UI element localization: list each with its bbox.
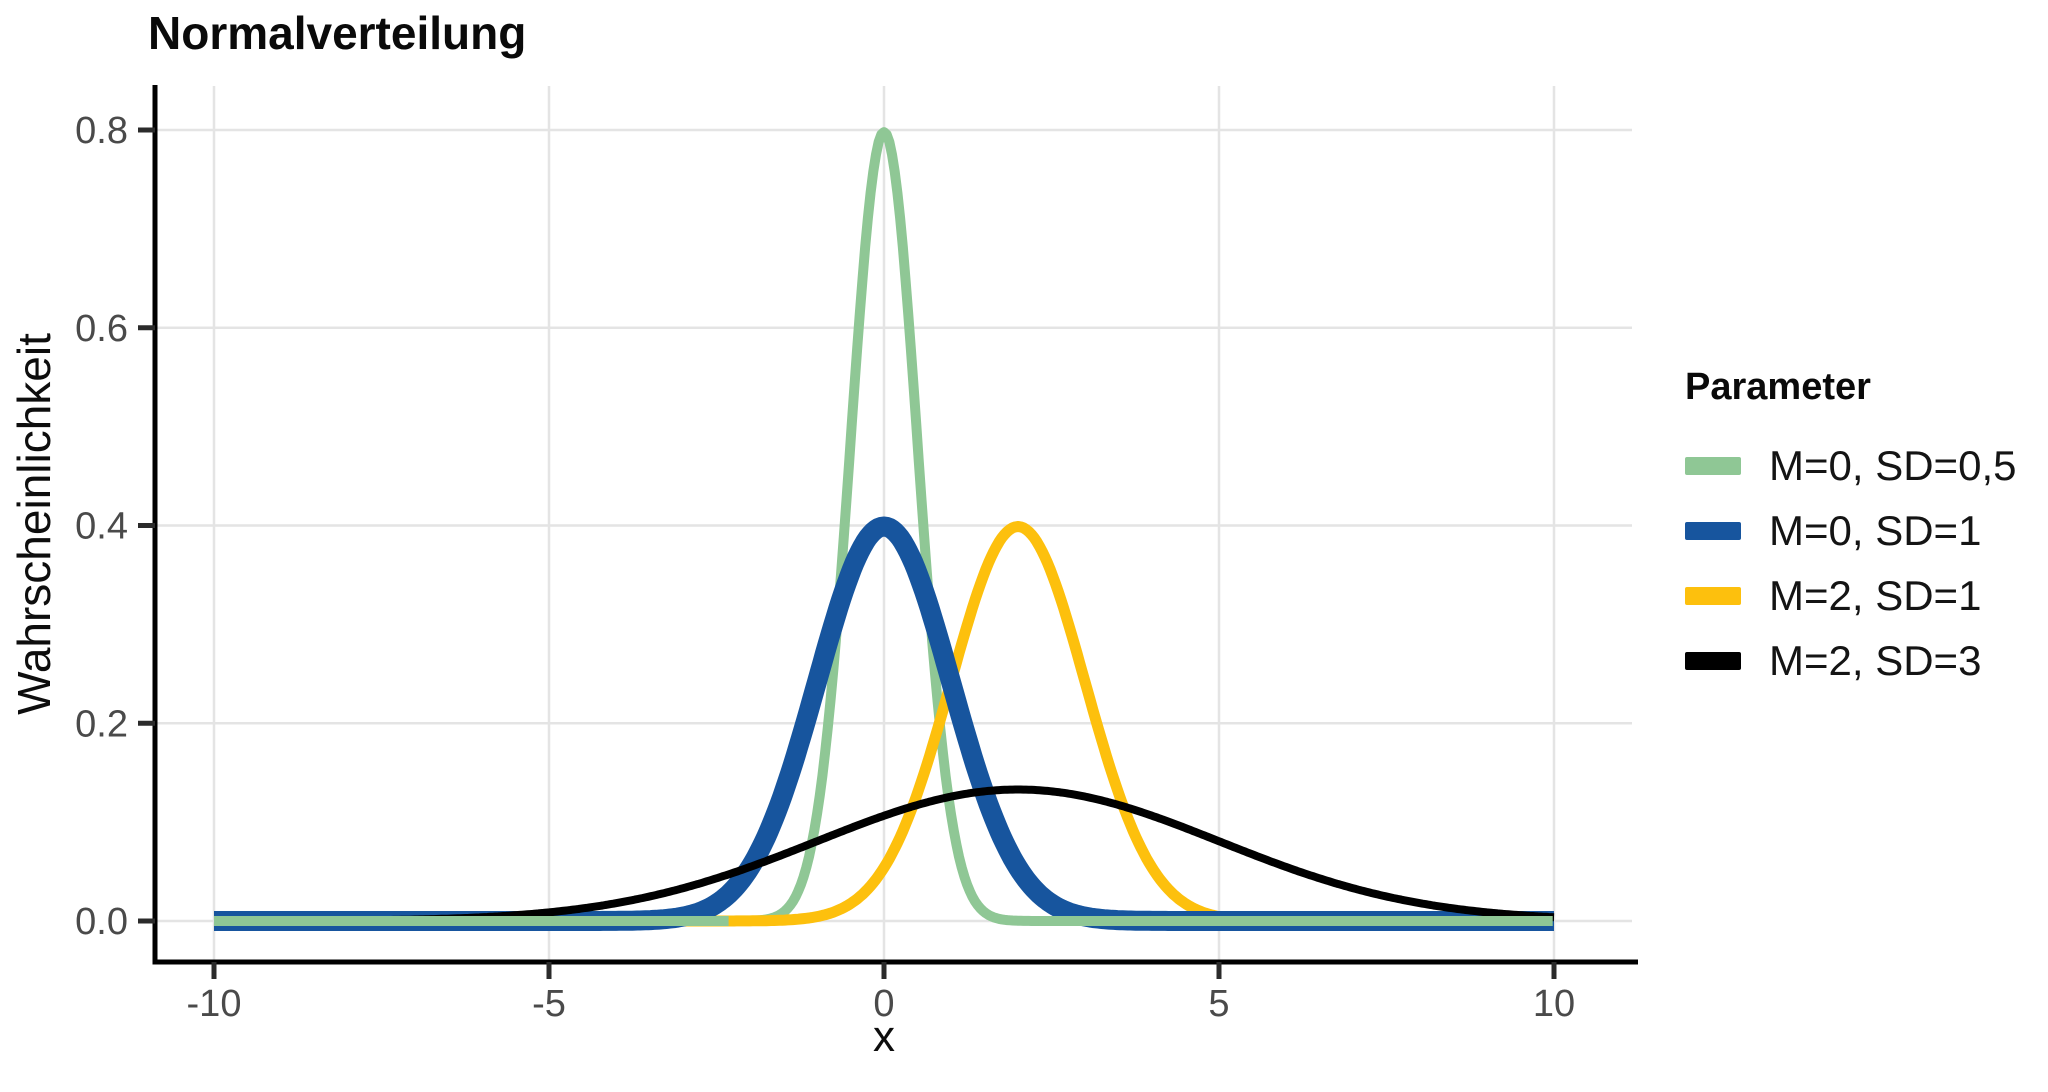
legend-title: Parameter — [1685, 366, 1871, 408]
y-tick-label: 0.4 — [75, 506, 128, 548]
legend-item: M=2, SD=3 — [1685, 637, 2045, 684]
y-tick-label: 0.0 — [75, 901, 128, 943]
legend-item: M=0, SD=1 — [1685, 507, 2045, 554]
legend-item: M=2, SD=1 — [1685, 572, 2045, 619]
legend-item-label: M=0, SD=1 — [1769, 507, 1982, 554]
y-tick-label: 0.2 — [75, 703, 128, 745]
legend-key-swatch — [1685, 457, 1741, 475]
x-tick-label: 10 — [1533, 983, 1575, 1025]
y-axis-title: Wahrscheinlichkeit — [8, 333, 60, 715]
legend-item-label: M=2, SD=3 — [1769, 637, 1982, 684]
legend: Parameter M=0, SD=0,5 M=0, SD=1 M=2, SD=… — [1685, 366, 2045, 703]
x-tick-label: -5 — [532, 983, 566, 1025]
legend-item-label: M=2, SD=1 — [1769, 572, 1982, 619]
x-tick-label: -10 — [187, 983, 242, 1025]
y-tick-label: 0.6 — [75, 308, 128, 350]
legend-item-label: M=0, SD=0,5 — [1769, 442, 2017, 489]
legend-item: M=0, SD=0,5 — [1685, 442, 2045, 489]
x-tick-label: 0 — [873, 983, 894, 1025]
page-title: Normalverteilung — [148, 7, 527, 59]
y-tick-label: 0.8 — [75, 110, 128, 152]
legend-key-swatch — [1685, 522, 1741, 540]
legend-key-swatch — [1685, 587, 1741, 605]
x-tick-label: 5 — [1208, 983, 1229, 1025]
legend-key-swatch — [1685, 652, 1741, 670]
x-axis-title: x — [873, 1012, 895, 1061]
